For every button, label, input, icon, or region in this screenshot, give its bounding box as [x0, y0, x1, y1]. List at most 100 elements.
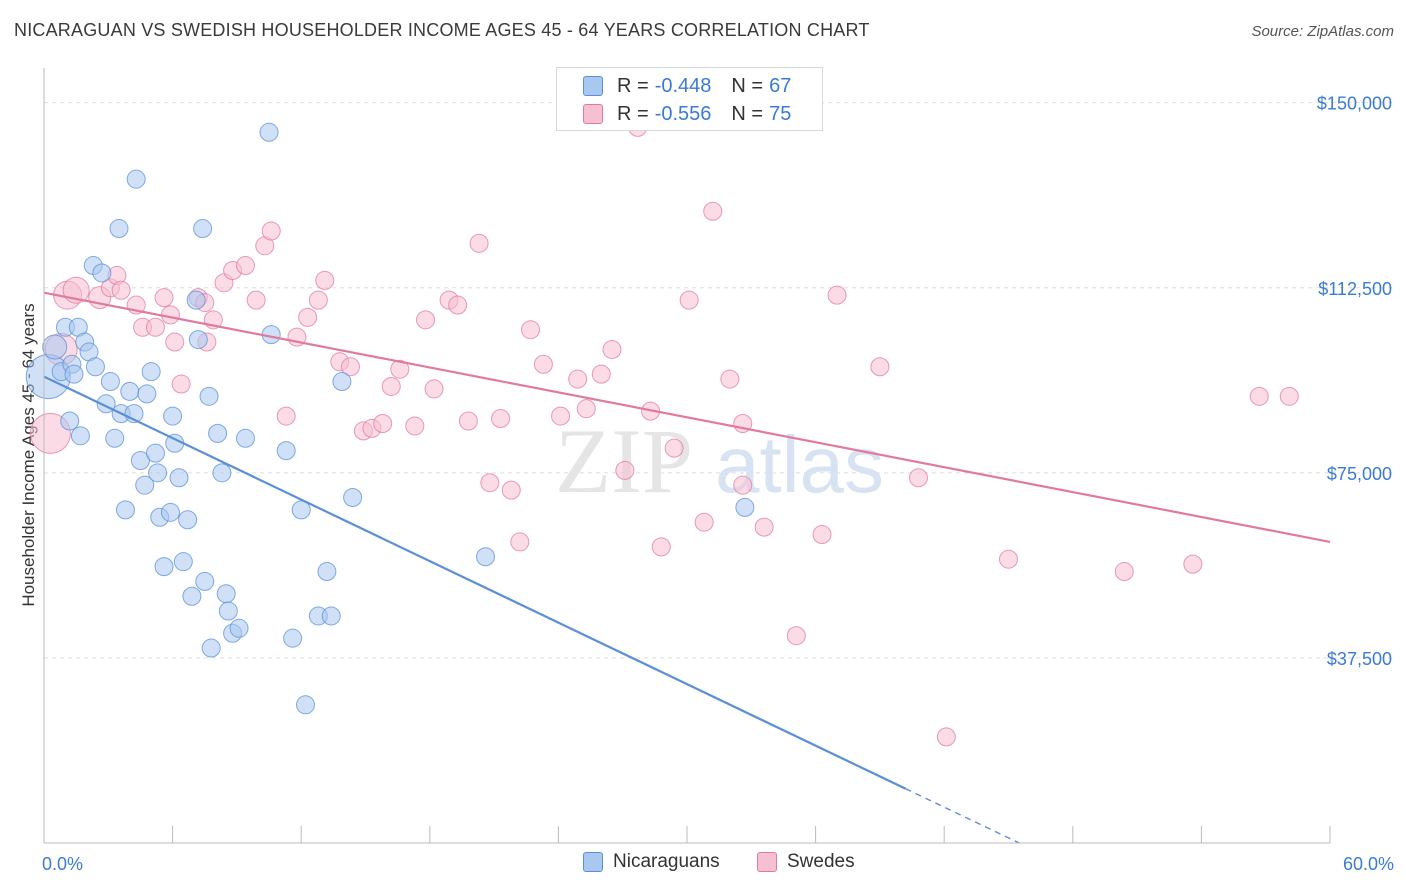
nicaraguans-point: [70, 426, 90, 446]
swedes-point: [491, 409, 511, 429]
swedes-point: [145, 317, 165, 337]
nicaraguans-point: [130, 451, 150, 470]
swedes-point: [870, 357, 890, 377]
legend-r-label: R =: [617, 102, 649, 125]
swedes-point: [664, 438, 684, 458]
trend-lines: [43, 291, 1331, 844]
nicaraguans-point: [276, 441, 296, 461]
nicaraguans-point: [201, 638, 221, 658]
nicaraguans-point: [148, 463, 168, 483]
legend-n-value: 75: [769, 102, 792, 125]
swedes-point: [390, 359, 410, 379]
swedes-point: [458, 411, 478, 431]
bottom-legend-swedes: Swedes: [757, 851, 855, 873]
swedes-point: [936, 727, 956, 747]
swedes-point: [827, 285, 847, 305]
x-tick-label: 0.0%: [42, 854, 83, 874]
axes: $37,500 $75,000 $112,500 $150,000 0.0% 60.0%: [42, 68, 1394, 874]
swedes-point: [568, 369, 588, 389]
swedes-point: [615, 460, 635, 480]
legend-r-value: -0.556: [654, 102, 712, 125]
nicaraguans-point: [291, 500, 311, 520]
nicaraguans-point: [100, 372, 120, 392]
nicaraguans-point: [212, 463, 232, 483]
swedes-trend-line: [43, 291, 1331, 544]
swedes-point: [703, 201, 723, 221]
nicaraguans-point: [120, 381, 140, 401]
legend-swatch-nicaraguans: [583, 76, 603, 96]
swedes-point: [999, 549, 1018, 569]
legend-n-label: N =: [731, 74, 764, 97]
nicaraguans-point: [92, 263, 112, 283]
swedes-point: [171, 374, 191, 394]
source-credit: Source: ZipAtlas.com: [1251, 23, 1394, 40]
swedes-point: [591, 364, 611, 384]
nicaraguans-point: [154, 557, 174, 577]
swedes-point: [340, 357, 360, 377]
swedes-point: [576, 399, 596, 419]
swedes-point: [381, 376, 401, 396]
nicaraguans-point: [137, 384, 157, 404]
nicaraguans-point: [135, 475, 155, 495]
swedes-point: [679, 290, 699, 310]
swedes-point: [469, 233, 489, 253]
swedes-point: [651, 537, 671, 557]
nicaraguans-trend-extension: [905, 788, 1020, 844]
swedes-point: [154, 288, 174, 308]
nicaraguans-point: [195, 571, 215, 591]
nicaraguans-trend-line: [43, 375, 907, 790]
legend-r-label: R =: [617, 74, 649, 97]
legend-row-swedes: R = -0.556 N = 75: [557, 100, 791, 128]
legend-swatch-swedes: [583, 104, 603, 124]
nicaraguans-point: [64, 364, 84, 384]
y-tick-label: $112,500: [1318, 279, 1392, 299]
correlation-legend: R = -0.448 N = 67 R = -0.556 N = 75: [556, 67, 823, 131]
bottom-legend-nicaraguans: Nicaraguans: [583, 851, 720, 873]
nicaraguans-point: [343, 488, 363, 508]
nicaraguans-point: [208, 423, 228, 443]
nicaraguans-point: [283, 628, 303, 648]
nicaraguans-point: [186, 290, 206, 310]
swedes-point: [308, 290, 328, 310]
bottom-legend-label-nicaraguans: Nicaraguans: [613, 851, 720, 872]
nicaraguans-point: [476, 547, 496, 567]
swedes-point: [1183, 554, 1203, 574]
nicaraguans-point: [216, 584, 236, 604]
swedes-point: [276, 406, 296, 426]
nicaraguans-point: [160, 502, 180, 522]
gridlines: [44, 102, 1392, 659]
nicaraguans-point: [141, 362, 161, 382]
nicaraguans-point: [735, 497, 755, 517]
nicaraguans-point: [105, 428, 125, 448]
nicaraguans-point: [317, 562, 337, 582]
nicaraguans-point: [163, 406, 183, 426]
nicaraguans-point: [126, 169, 146, 189]
y-tick-label: $150,000: [1317, 94, 1392, 114]
swedes-point: [720, 369, 740, 389]
nicaraguans-point: [332, 372, 352, 392]
bottom-legend-swatch-swedes: [757, 852, 777, 872]
nicaraguans-point: [182, 586, 202, 606]
nicaraguans-point: [199, 386, 219, 406]
swedes-point: [373, 413, 393, 433]
nicaraguans-point: [193, 219, 213, 239]
swedes-point: [405, 416, 425, 436]
swedes-point: [315, 270, 335, 290]
nicaraguans-point: [173, 552, 193, 572]
nicaraguans-point: [229, 618, 249, 638]
nicaraguans-point: [235, 428, 255, 448]
swedes-point: [111, 280, 131, 300]
swedes-point: [733, 475, 753, 495]
swedes-point: [298, 307, 318, 327]
nicaraguans-point: [295, 695, 315, 715]
swedes-point: [602, 339, 622, 359]
data-points: [25, 117, 1299, 747]
watermark-atlas: atlas: [715, 420, 884, 509]
swedes-point: [694, 512, 714, 532]
y-tick-label: $37,500: [1327, 649, 1392, 669]
swedes-point: [533, 354, 553, 374]
bottom-legend-label-swedes: Swedes: [787, 851, 855, 872]
nicaraguans-point: [145, 443, 165, 463]
nicaraguans-point: [60, 411, 80, 431]
